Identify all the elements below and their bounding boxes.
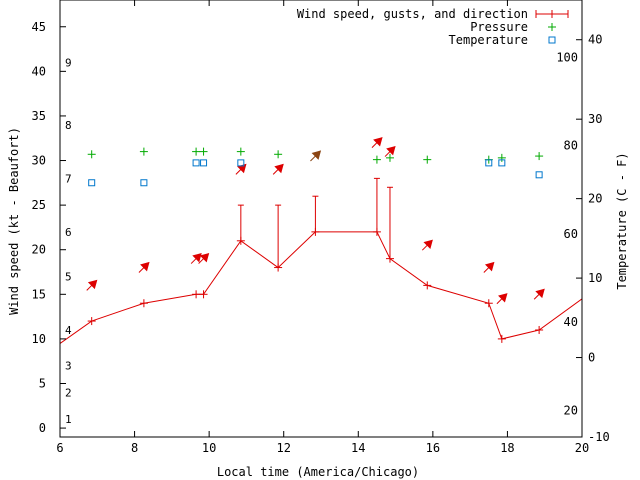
- x-tick-label: 16: [426, 441, 440, 455]
- legend-label-pressure: Pressure: [470, 20, 528, 34]
- y2-axis-title: Temperature (C - F): [615, 152, 629, 289]
- x-axis-title: Local time (America/Chicago): [217, 465, 419, 479]
- wind-speed-point: [139, 299, 148, 308]
- pressure-point: [139, 147, 148, 156]
- wind-speed-point: [192, 290, 201, 299]
- wind-direction-arrow: [384, 145, 396, 157]
- plot-frame: [59, 0, 583, 438]
- y-tick-label: 0: [39, 421, 46, 435]
- pressure-point: [274, 150, 283, 159]
- fahrenheit-label: 20: [564, 404, 578, 418]
- pressure-point: [236, 147, 245, 156]
- beaufort-label: 8: [65, 119, 72, 132]
- beaufort-label: 6: [65, 226, 72, 239]
- y2-tick-label-celsius: 30: [588, 112, 602, 126]
- legend-label-temperature: Temperature: [449, 33, 528, 47]
- y-axis-title: Wind speed (kt - Beaufort): [7, 127, 21, 315]
- wind-speed-point: [423, 281, 432, 290]
- beaufort-label: 2: [65, 386, 72, 399]
- pressure-point: [423, 155, 432, 164]
- plot-content: [60, 137, 582, 345]
- legend-swatch-temperature: [548, 36, 556, 44]
- wind-direction-arrow: [86, 279, 98, 291]
- beaufort-label: 1: [65, 413, 72, 426]
- axis-ticks: [59, 0, 583, 438]
- legend-swatch-pressure: [548, 23, 556, 31]
- temperature-point: [485, 159, 493, 167]
- y-tick-label: 40: [32, 64, 46, 78]
- y-tick-label: 45: [32, 20, 46, 34]
- beaufort-label: 4: [65, 324, 72, 337]
- wind-direction-arrow: [496, 293, 508, 305]
- x-tick-label: 18: [500, 441, 514, 455]
- temperature-point: [140, 179, 148, 187]
- wind-direction-arrow: [310, 150, 322, 162]
- fahrenheit-label: 80: [564, 139, 578, 153]
- wind-direction-arrow: [533, 288, 545, 300]
- beaufort-label: 9: [65, 56, 72, 69]
- wind-direction-arrow: [190, 252, 202, 264]
- pressure-point: [497, 153, 506, 162]
- beaufort-label: 5: [65, 270, 72, 283]
- temperature-point: [200, 159, 208, 167]
- axis-tick-labels: 6 8 10 12 14 16 18 20051015202530354045-1001020…: [32, 20, 610, 455]
- y-tick-label: 10: [32, 332, 46, 346]
- x-tick-label: 14: [351, 441, 365, 455]
- y2-tick-label-celsius: -10: [588, 430, 610, 444]
- temperature-point: [237, 159, 245, 167]
- wind-direction-arrow: [272, 163, 284, 175]
- beaufort-label: 7: [65, 172, 72, 185]
- wind-gust-bar: [373, 177, 380, 232]
- x-tick-label: 8: [131, 441, 138, 455]
- wind-speed-point: [497, 334, 506, 343]
- fahrenheit-label: 60: [564, 227, 578, 241]
- wind-speed-point: [535, 325, 544, 334]
- fahrenheit-label: 40: [564, 315, 578, 329]
- y-tick-label: 20: [32, 243, 46, 257]
- pressure-point: [199, 147, 208, 156]
- y-tick-label: 30: [32, 154, 46, 168]
- beaufort-label: 3: [65, 360, 72, 373]
- y-tick-label: 25: [32, 198, 46, 212]
- pressure-point: [372, 155, 381, 164]
- wind-direction-arrow: [421, 239, 433, 251]
- wind-direction-arrow: [138, 261, 150, 273]
- temperature-point: [88, 179, 96, 187]
- pressure-point: [192, 147, 201, 156]
- wind-gust-bar: [275, 204, 282, 268]
- y2-tick-label-celsius: 40: [588, 33, 602, 47]
- temperature-point: [535, 171, 543, 179]
- temperature-point: [192, 159, 200, 167]
- plot-area: [60, 137, 582, 345]
- wind-gust-bar: [312, 195, 319, 232]
- wind-direction-arrow: [371, 137, 383, 148]
- legend: Wind speed, gusts, and direction Pressur…: [297, 7, 569, 47]
- pressure-point: [385, 153, 394, 162]
- y-tick-label: 35: [32, 109, 46, 123]
- y2-tick-label-celsius: 10: [588, 271, 602, 285]
- y-tick-label: 15: [32, 287, 46, 301]
- y2-tick-label-celsius: 20: [588, 192, 602, 206]
- x-tick-label: 10: [202, 441, 216, 455]
- legend-swatch-wind: [535, 10, 569, 18]
- wind-speed-point: [484, 299, 493, 308]
- wind-direction-arrow: [483, 261, 495, 273]
- wind-gust-bar: [386, 186, 393, 259]
- x-tick-label: 12: [276, 441, 290, 455]
- wind-direction-arrow: [198, 252, 210, 264]
- fahrenheit-label: 100: [556, 50, 578, 64]
- pressure-point: [87, 150, 96, 159]
- temperature-point: [498, 159, 506, 167]
- pressure-point: [535, 152, 544, 161]
- y-tick-label: 5: [39, 376, 46, 390]
- legend-label-wind: Wind speed, gusts, and direction: [297, 7, 528, 21]
- wind-speed-point: [199, 290, 208, 299]
- wind-speed-point: [87, 317, 96, 326]
- x-tick-label: 6: [56, 441, 63, 455]
- wind-gust-bar: [237, 204, 244, 241]
- y2-tick-label-celsius: 0: [588, 351, 595, 365]
- x-tick-label: 20: [575, 441, 589, 455]
